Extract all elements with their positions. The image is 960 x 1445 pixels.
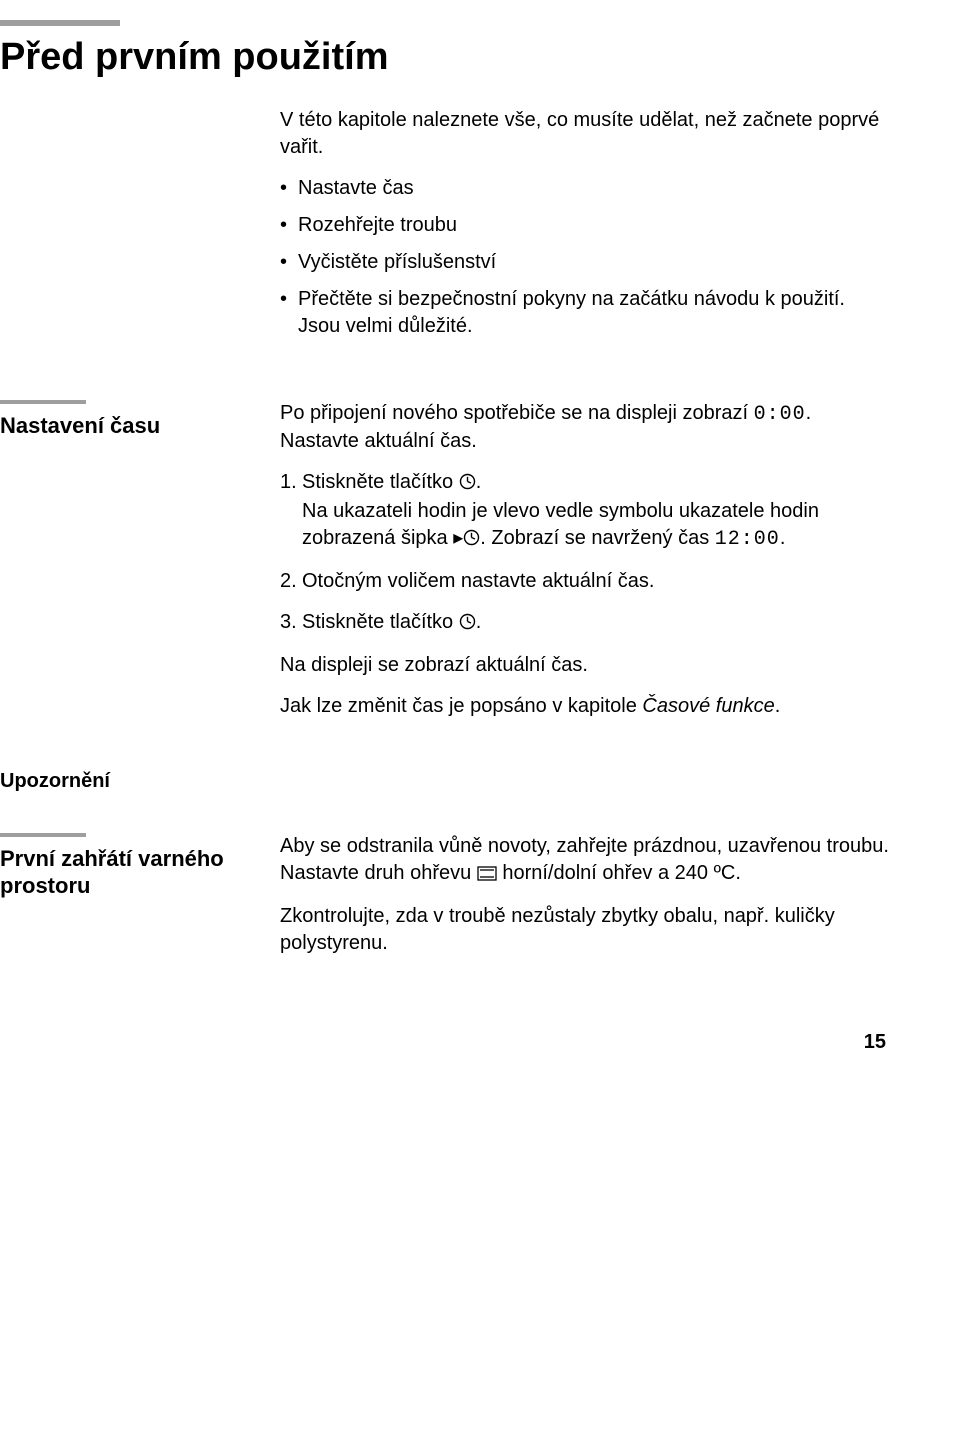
- intro-bullets: Nastavte čas Rozehřejte troubu Vyčistěte…: [280, 175, 890, 340]
- title-block: Před prvním použitím: [0, 20, 890, 79]
- step-3: 3. Stiskněte tlačítko .: [280, 609, 890, 638]
- time-section: Nastavení času Upozornění Po připojení n…: [0, 400, 890, 793]
- heat-p1: Aby se odstranila vůně novoty, zahřejte …: [280, 833, 890, 889]
- step-number: 3.: [280, 609, 302, 638]
- notice-text: Jak lze změnit čas je popsáno v kapitole…: [280, 693, 890, 720]
- text: Po připojení nového spotřebiče se na dis…: [280, 402, 754, 424]
- section-rule: [0, 400, 86, 404]
- step-2: 2. Otočným voličem nastavte aktuální čas…: [280, 568, 890, 595]
- step-number: 1.: [280, 469, 302, 554]
- list-item: Rozehřejte troubu: [280, 212, 890, 239]
- title-rule: [0, 20, 120, 26]
- display-time-suggested: 12:00: [715, 528, 780, 551]
- time-left: Nastavení času Upozornění: [0, 400, 280, 793]
- page-title: Před prvním použitím: [0, 36, 890, 79]
- heat-heading: První zahřátí varného prostoru: [0, 845, 260, 900]
- text: Stiskněte tlačítko: [302, 471, 459, 493]
- section-rule: [0, 833, 86, 837]
- heat-p2: Zkontrolujte, zda v troubě nezůstaly zby…: [280, 903, 890, 957]
- step-1: 1. Stiskněte tlačítko . Na ukazateli hod…: [280, 469, 890, 554]
- heat-right: Aby se odstranila vůně novoty, zahřejte …: [280, 833, 890, 971]
- list-item: Nastavte čas: [280, 175, 890, 202]
- list-item: Přečtěte si bezpečnostní pokyny na začát…: [280, 286, 890, 340]
- text: .: [775, 695, 781, 717]
- time-heading: Nastavení času: [0, 412, 260, 440]
- page-number: 15: [0, 1031, 890, 1054]
- intro-left-empty: [0, 107, 280, 350]
- heat-left: První zahřátí varného prostoru: [0, 833, 280, 971]
- time-right: Po připojení nového spotřebiče se na dis…: [280, 400, 890, 793]
- step-text: Otočným voličem nastavte aktuální čas.: [302, 568, 890, 595]
- clock-icon: [459, 611, 476, 638]
- display-time-zero: 0:00: [754, 403, 806, 426]
- list-item: Vyčistěte příslušenství: [280, 249, 890, 276]
- heat-section: První zahřátí varného prostoru Aby se od…: [0, 833, 890, 971]
- oven-icon: [477, 862, 497, 889]
- text: .: [780, 527, 786, 549]
- text: . Zobrazí se navržený čas: [480, 527, 715, 549]
- time-after: Na displeji se zobrazí aktuální čas.: [280, 652, 890, 679]
- intro-right: V této kapitole naleznete vše, co musíte…: [280, 107, 890, 350]
- clock-icon: [459, 471, 476, 498]
- notice-label: Upozornění: [0, 770, 260, 793]
- time-intro-line: Po připojení nového spotřebiče se na dis…: [280, 400, 890, 455]
- clock-icon: [463, 527, 480, 554]
- text: horní/dolní ohřev a 240 ºC.: [497, 862, 741, 884]
- text: .: [476, 611, 482, 633]
- intro-lead: V této kapitole naleznete vše, co musíte…: [280, 107, 890, 161]
- text: Jak lze změnit čas je popsáno v kapitole: [280, 695, 642, 717]
- step-number: 2.: [280, 568, 302, 595]
- text: Stiskněte tlačítko: [302, 611, 459, 633]
- step-text: Stiskněte tlačítko .: [302, 609, 890, 638]
- step-text: Stiskněte tlačítko . Na ukazateli hodin …: [302, 469, 890, 554]
- text: .: [476, 471, 482, 493]
- intro-block: V této kapitole naleznete vše, co musíte…: [0, 107, 890, 350]
- time-steps: 1. Stiskněte tlačítko . Na ukazateli hod…: [280, 469, 890, 638]
- chapter-ref: Časové funkce: [642, 695, 774, 717]
